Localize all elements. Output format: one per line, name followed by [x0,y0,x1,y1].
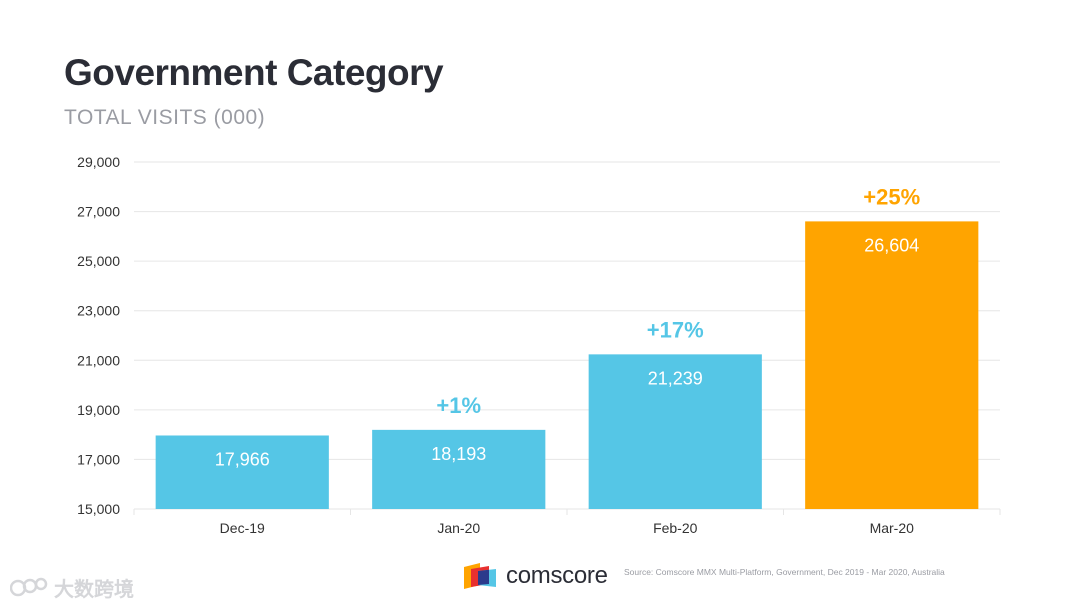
bar [372,429,546,509]
bar-value-label: 26,604 [864,235,919,255]
watermark: 大数跨境 [10,573,134,602]
comscore-brand-text: comscore [506,562,608,589]
bar-change-label: +1% [436,393,481,418]
x-tick-label: Dec-19 [220,520,265,536]
watermark-logo-icon [10,577,48,596]
y-tick-label: 17,000 [77,451,120,467]
watermark-text: 大数跨境 [54,579,134,601]
bar [805,221,979,509]
y-tick-label: 27,000 [77,204,120,220]
comscore-logo: comscore [464,562,608,590]
chart-title: Government Category [64,52,444,93]
bar-value-label: 17,966 [215,449,270,469]
x-tick-label: Mar-20 [870,520,915,536]
bar-change-label: +17% [647,317,704,342]
bar-value-label: 21,239 [648,368,703,388]
bar [588,354,762,509]
y-tick-label: 29,000 [77,154,120,170]
x-tick-label: Feb-20 [653,520,698,536]
bar-change-label: +25% [863,184,920,209]
source-note: Source: Comscore MMX Multi-Platform, Gov… [624,567,945,577]
y-tick-label: 21,000 [77,352,120,368]
x-tick-label: Jan-20 [437,520,480,536]
comscore-logo-icon [464,563,496,589]
y-tick-label: 15,000 [77,501,120,517]
chart-subtitle: TOTAL VISITS (000) [64,106,266,129]
bar-value-label: 18,193 [431,444,486,464]
y-tick-label: 19,000 [77,402,120,418]
y-tick-label: 25,000 [77,253,120,269]
y-tick-label: 23,000 [77,303,120,319]
bar [155,435,329,509]
